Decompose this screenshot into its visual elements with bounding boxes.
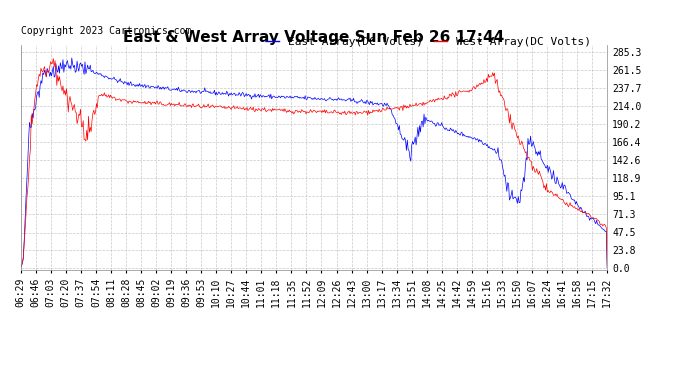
Legend: East Array(DC Volts), West Array(DC Volts): East Array(DC Volts), West Array(DC Volt…	[262, 33, 595, 51]
Title: East & West Array Voltage Sun Feb 26 17:44: East & West Array Voltage Sun Feb 26 17:…	[124, 30, 504, 45]
Text: Copyright 2023 Cartronics.com: Copyright 2023 Cartronics.com	[21, 26, 191, 36]
